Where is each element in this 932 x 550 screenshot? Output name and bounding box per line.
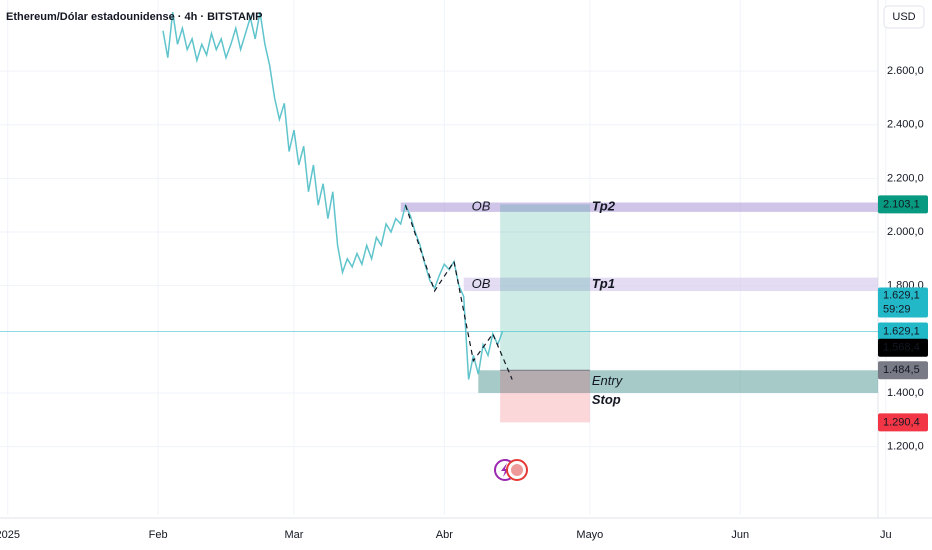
y-tick-label: 1.400,0 (887, 387, 924, 399)
icon-bolt (501, 463, 509, 477)
y-tick-label: 1.200,0 (887, 441, 924, 453)
zone-label: OB (472, 276, 491, 291)
x-tick-label: Mar (284, 529, 303, 541)
y-tick-label: 2.200,0 (887, 172, 924, 184)
x-tick-label: Feb (149, 529, 168, 541)
price-tag (878, 195, 928, 214)
entry-label: Entry (592, 373, 624, 388)
currency-button[interactable] (883, 5, 925, 29)
chart-title: Ethereum/Dólar estadounidense · 4h · BIT… (6, 11, 263, 23)
x-tick-label: Mayo (576, 529, 603, 541)
x-tick-label: 2025 (0, 529, 20, 541)
y-tick-label: 2.400,0 (887, 119, 924, 131)
price-line (162, 11, 504, 380)
target-label: Tp1 (592, 276, 615, 291)
y-tick-label: 2.600,0 (887, 65, 924, 77)
last-price-label: 1.629,1 (883, 289, 920, 301)
zone-label: OB (472, 199, 491, 214)
entry-zone (478, 370, 878, 393)
price-tag (878, 413, 928, 432)
ob-zone (400, 202, 878, 212)
target-box (500, 204, 590, 371)
ob-zone (463, 277, 878, 292)
price-tag-label: 1.629,1 (883, 325, 920, 337)
price-tag-label: 2.103,1 (883, 198, 920, 210)
stop-box (500, 370, 590, 423)
icon-flag (511, 464, 523, 476)
countdown: 59:29 (883, 303, 911, 315)
projection (404, 205, 513, 380)
price-tag-label: 1.568,4 (883, 342, 920, 354)
y-tick-label: 2.000,0 (887, 226, 924, 238)
last-price-tag (878, 287, 928, 318)
stop-label: Stop (592, 392, 621, 407)
currency[interactable]: USD (892, 11, 915, 23)
x-tick-label: Abr (436, 529, 453, 541)
x-tick-label: Ju (880, 529, 892, 541)
price-tag (878, 361, 928, 380)
price-tag-label: 1.290,4 (883, 416, 920, 428)
x-tick-label: Jun (731, 529, 749, 541)
price-tag (878, 322, 928, 341)
target-label: Tp2 (592, 199, 616, 214)
price-tag-label: 1.484,5 (883, 364, 920, 376)
price-tag (878, 338, 928, 357)
